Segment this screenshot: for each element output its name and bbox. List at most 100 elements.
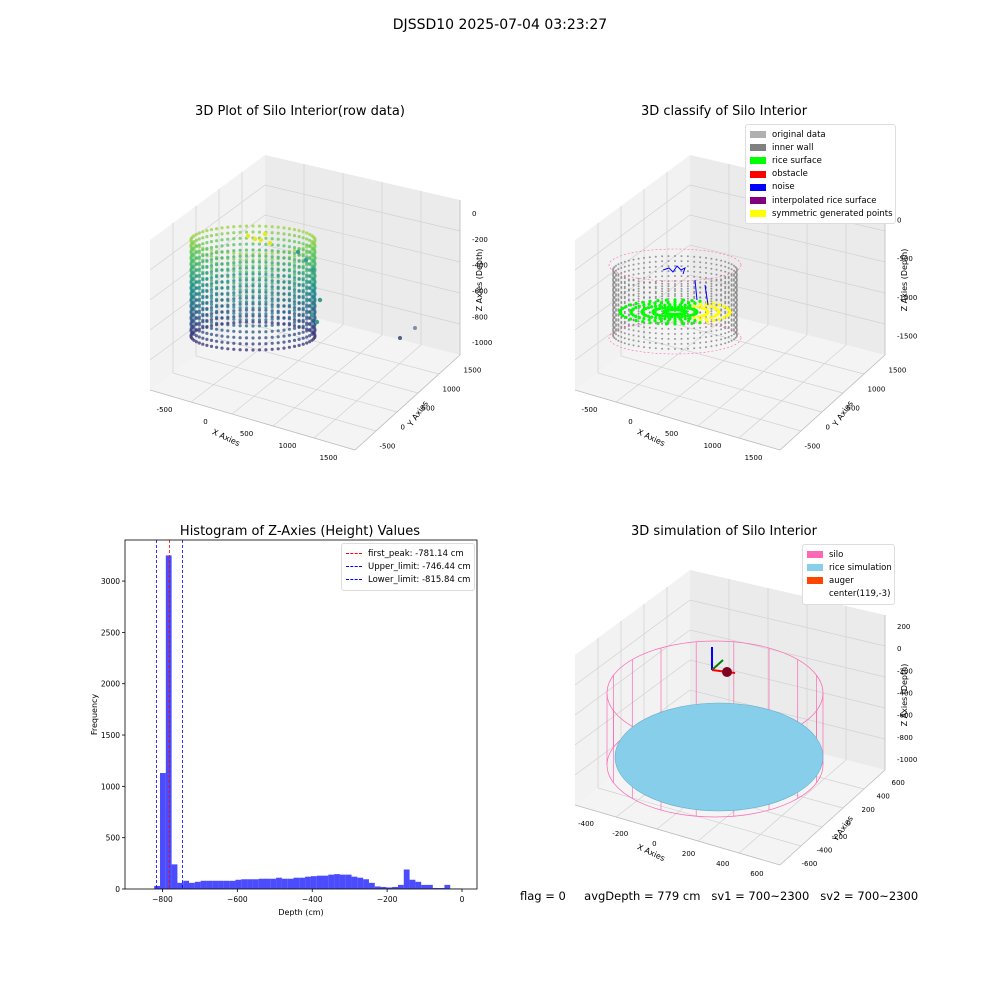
raw-xlabel: X Axies <box>211 427 242 448</box>
legend-entry: silo <box>807 548 890 561</box>
legend-entry: original data <box>750 128 891 141</box>
histogram-ytick-label: 500 <box>106 834 121 843</box>
histogram-bar <box>223 880 230 889</box>
histogram-xtick-label: −400 <box>302 895 323 904</box>
raw-ztick: -800 <box>472 313 488 321</box>
histogram-bar <box>374 886 381 889</box>
avg-depth-text: avgDepth = 779 cm <box>584 889 701 903</box>
raw-extra-points <box>245 231 417 340</box>
histogram-bar <box>189 882 195 889</box>
histogram-bar <box>299 877 306 889</box>
histogram-ytick-label: 1000 <box>101 782 120 791</box>
histogram-bar <box>363 879 369 889</box>
raw-ztick: 0 <box>472 210 476 218</box>
histogram-bar <box>281 878 288 889</box>
simulation-ytick: -400 <box>817 847 833 855</box>
classify-ylabel: Y Axies <box>830 399 855 429</box>
raw-ytick: 0 <box>401 424 405 432</box>
histogram-bar <box>310 876 317 889</box>
histogram-bar <box>415 881 422 889</box>
legend-swatch <box>750 144 766 152</box>
classify-left-pane <box>575 155 690 390</box>
simulation-ztick: -400 <box>897 690 913 698</box>
raw-ztick: -400 <box>472 262 488 270</box>
legend-label: inner wall <box>772 142 814 153</box>
simulation-ztick: -600 <box>897 712 913 720</box>
histogram-bar <box>444 884 451 889</box>
simulation-xtick: -400 <box>578 820 594 828</box>
legend-swatch <box>750 131 766 139</box>
simulation-auger <box>711 647 736 677</box>
simulation-ztick: -800 <box>897 734 913 742</box>
simulation-xtick: 0 <box>652 840 656 848</box>
histogram-chart: −800 −600 −400 −200 0 0 500 1000 1500 2000 2500 300… <box>90 539 478 917</box>
histogram-bar <box>165 555 172 889</box>
histogram-bar <box>160 773 166 889</box>
histogram-bar <box>351 876 358 889</box>
classify-xtick: 500 <box>665 430 678 438</box>
simulation-ytick: 200 <box>862 806 875 814</box>
histogram-bar <box>218 880 224 889</box>
histogram-ytick-label: 2500 <box>101 628 120 637</box>
raw-data-3d-plot: -500 0 500 1000 1500 -500 0 500 1000 1500 0 -200 -40… <box>149 155 492 462</box>
classify-surface-points <box>618 298 732 326</box>
histogram-bar <box>438 887 445 889</box>
simulation-ytick: -600 <box>802 860 818 868</box>
classify-ztick: 0 <box>897 216 901 224</box>
simulation-ytick: 600 <box>892 779 905 787</box>
histogram-bar <box>339 874 346 889</box>
raw-ytick: -500 <box>380 443 396 451</box>
histogram-bar <box>264 878 271 889</box>
legend-label: Upper_limit: -746.44 cm <box>368 561 471 572</box>
simulation-edges <box>574 615 886 866</box>
histogram-bar <box>183 880 190 889</box>
raw-xtick: 500 <box>240 430 253 438</box>
simulation-3d-plot: -400-2000200400600-600-400-2000200400600… <box>574 570 917 878</box>
legend-entry: rice simulation <box>807 561 892 574</box>
histogram-bar <box>397 884 404 889</box>
sv1-text: sv1 = 700~2300 <box>711 889 810 903</box>
histogram-bar <box>345 874 352 889</box>
legend-label: Lower_limit: -815.84 cm <box>368 574 471 585</box>
histogram-bar <box>293 877 300 889</box>
simulation-xtick: 200 <box>682 850 695 858</box>
legend-entry: inner wall <box>750 141 891 154</box>
classify-legend: original data inner wall rice surface obsta… <box>745 124 896 225</box>
raw-ztick: -200 <box>472 236 488 244</box>
histogram-ytick-label: 0 <box>115 885 120 894</box>
histogram-bar <box>316 875 323 889</box>
histogram-bar <box>258 878 265 889</box>
histogram-bar <box>427 884 433 889</box>
raw-grid <box>149 164 461 439</box>
classify-xtick: 1500 <box>745 454 763 462</box>
simulation-ztick: 200 <box>897 623 910 631</box>
raw-ylabel: Y Axies <box>405 399 430 429</box>
simulation-ytick: 400 <box>877 792 890 800</box>
legend-entry: first_peak: -781.14 cm <box>346 547 470 560</box>
legend-swatch <box>807 551 823 559</box>
classify-ytick: 1000 <box>868 386 886 394</box>
histogram-bar <box>241 879 248 889</box>
histogram-bar <box>194 881 201 889</box>
simulation-ztick: -200 <box>897 667 913 675</box>
histogram-bar <box>386 887 393 889</box>
classify-interp-outline <box>608 248 742 355</box>
classify-zlabel: Z Axies (Depth) <box>900 249 909 312</box>
raw-edges <box>149 200 461 451</box>
raw-ytick: 500 <box>422 405 435 413</box>
histogram-bar <box>247 879 253 889</box>
histogram-title: Histogram of Z-Axies (Height) Values <box>179 524 421 539</box>
histogram-bar <box>229 880 236 889</box>
legend-label: symmetric generated points <box>772 208 893 219</box>
legend-entry: obstacle <box>750 168 891 181</box>
histogram-xtick-label: −200 <box>377 895 398 904</box>
legend-entry: Upper_limit: -746.44 cm <box>346 560 471 573</box>
histogram-bar <box>206 880 213 889</box>
simulation-ytick: 0 <box>847 820 851 828</box>
classify-ytick: 0 <box>826 424 830 432</box>
histogram-ytick-label: 3000 <box>101 577 120 586</box>
classify-ytick: 1500 <box>889 367 907 375</box>
simulation-legend: silo rice simulation auger center(119,-3) <box>802 544 895 605</box>
classify-xtick: 0 <box>628 418 632 426</box>
classify-xtick: 1000 <box>704 442 722 450</box>
